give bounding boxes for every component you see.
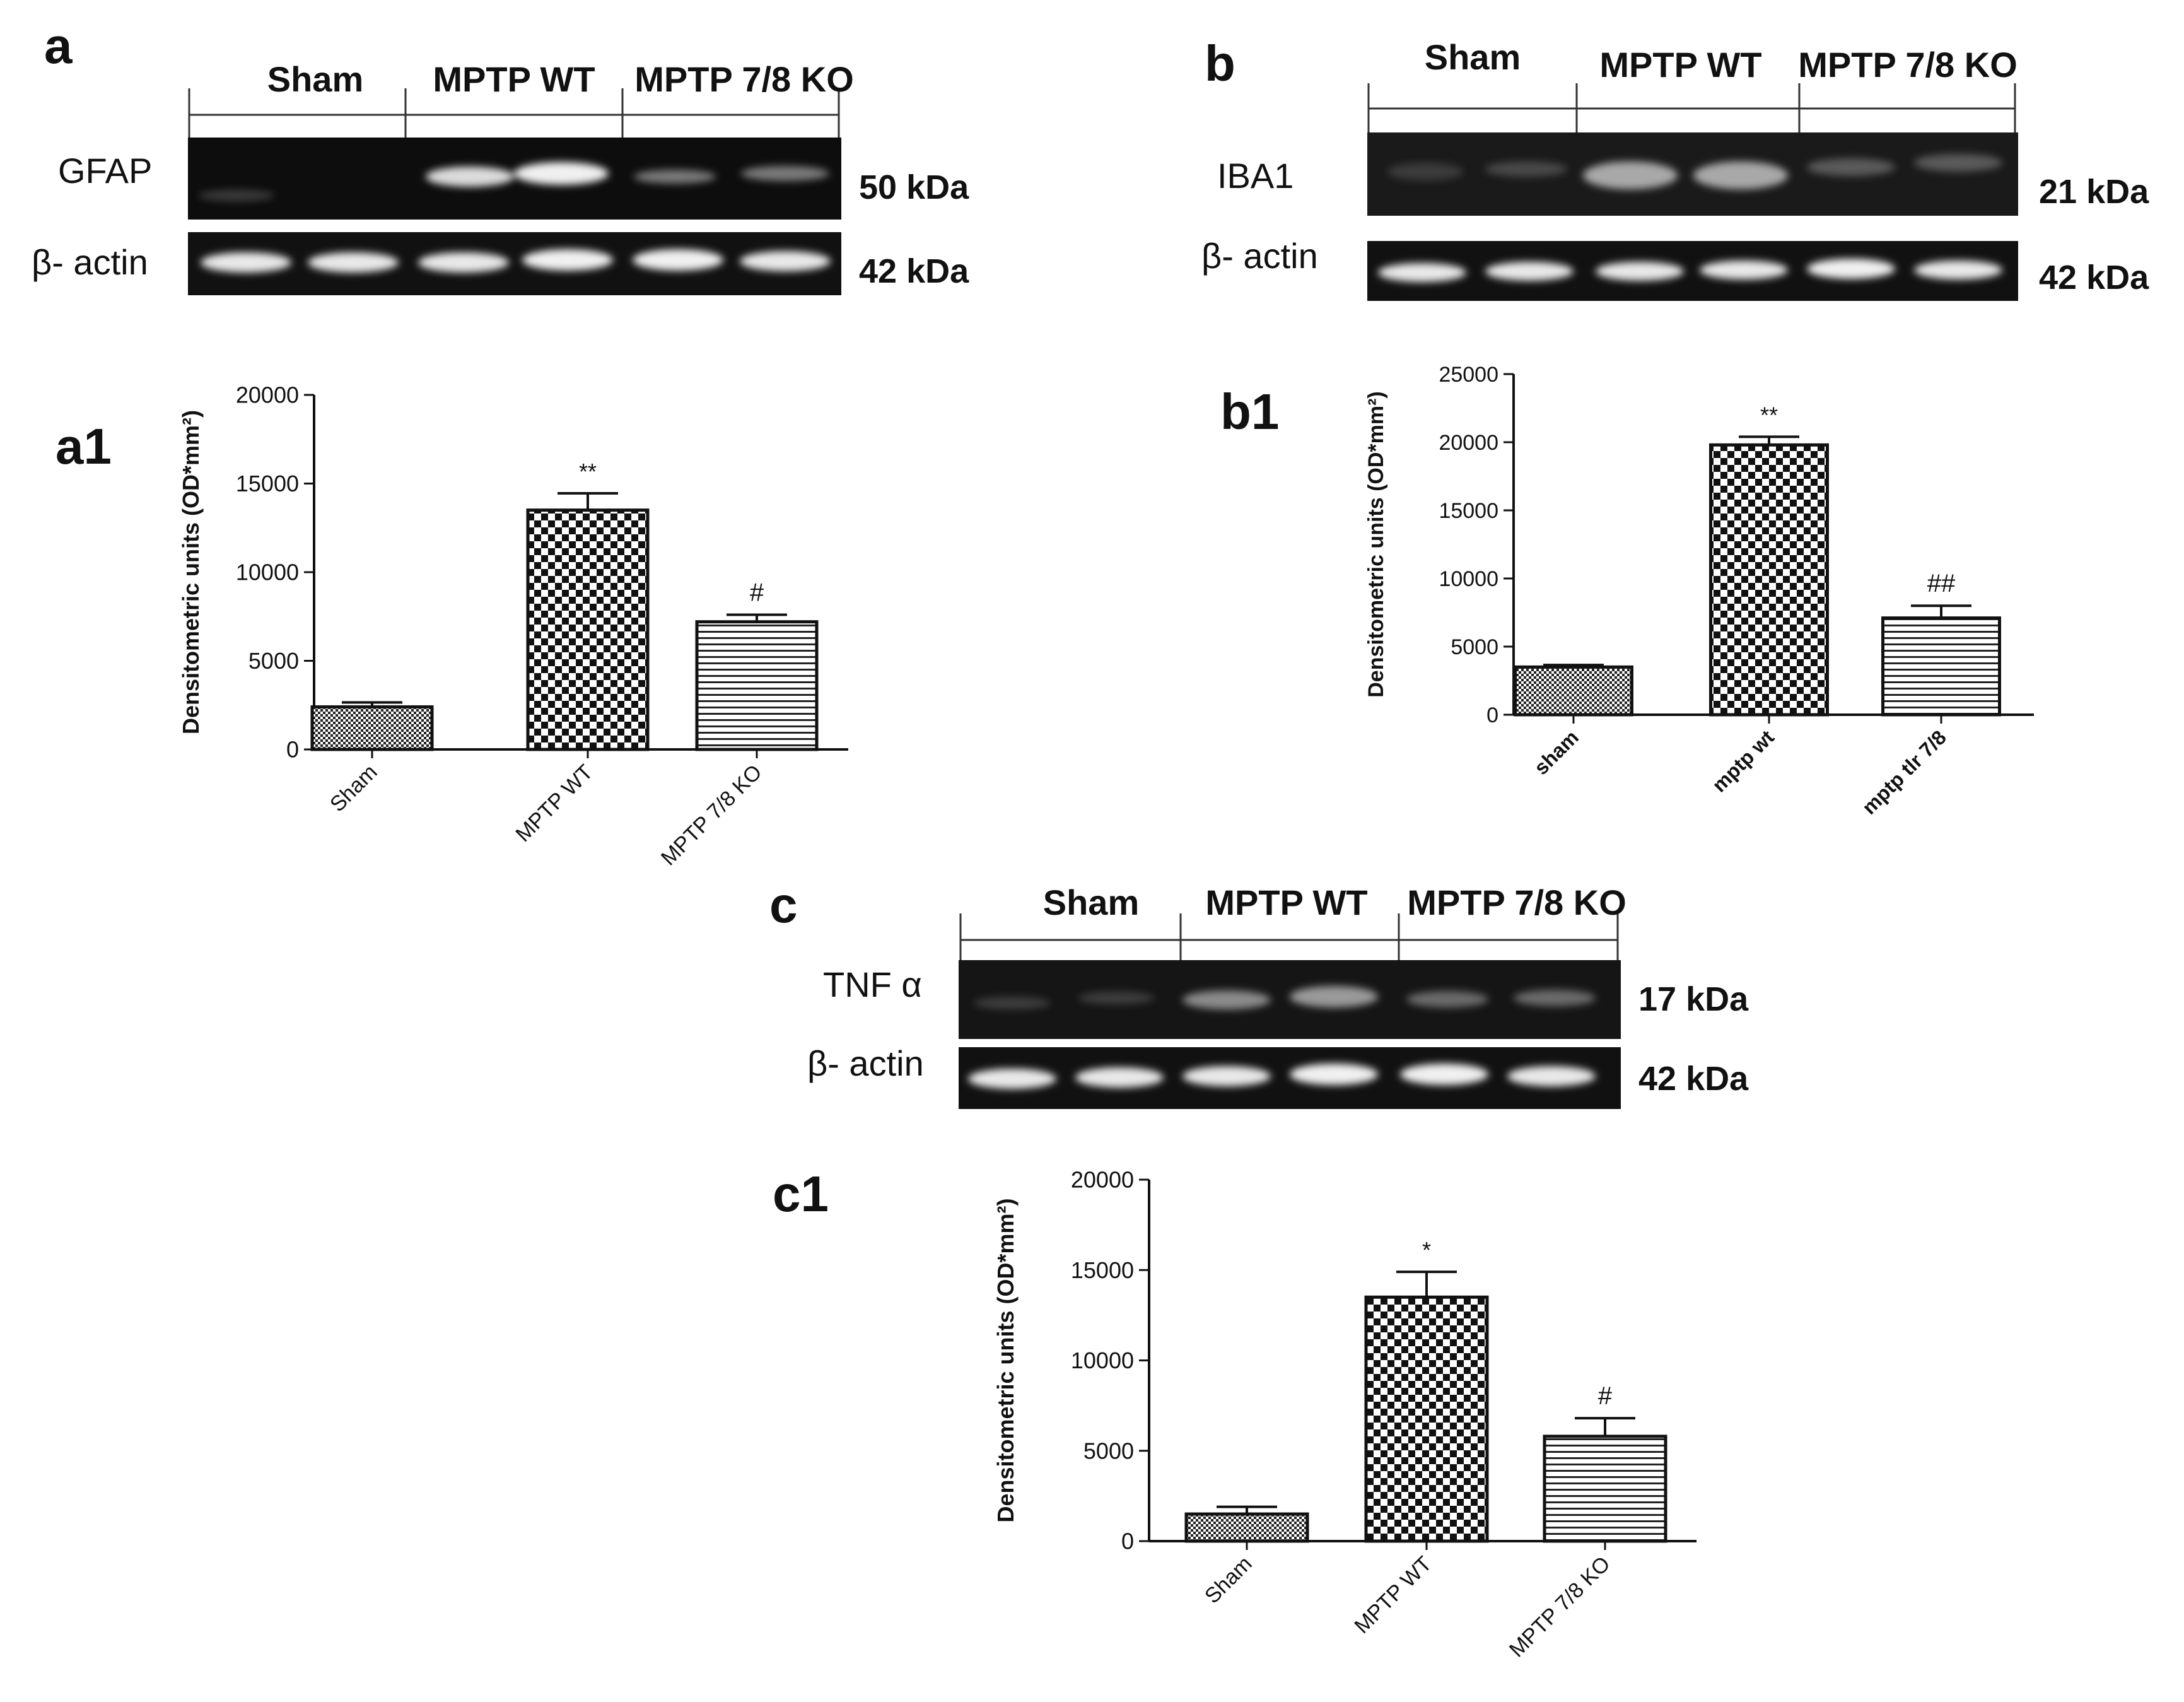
y-tick-label-a1: 10000	[236, 560, 299, 585]
group-label-a-mptp-ko: MPTP 7/8 KO	[634, 59, 854, 99]
y-tick-label-b1: 25000	[1439, 363, 1498, 387]
blot-gfap-bands	[199, 162, 829, 201]
bar-a1-2	[695, 620, 819, 751]
bar-a1-1	[526, 508, 650, 751]
blot-label-gfap: GFAP	[58, 151, 152, 191]
group-label-a-mptp-wt: MPTP WT	[433, 59, 595, 99]
y-tick-label-b1: 10000	[1439, 567, 1498, 591]
bar-c1-2	[1543, 1435, 1667, 1543]
panel-label-c: c	[769, 877, 798, 933]
kda-actin-b: 42 kDa	[2039, 259, 2149, 296]
y-tick-label-b1: 20000	[1439, 431, 1498, 455]
blot-iba1	[1367, 132, 2018, 216]
chart-a1: 0 5000 10000 15000 20000 Densitometric units …	[178, 382, 848, 871]
band-gfap-5	[634, 170, 716, 184]
y-tick-label-c1: 10000	[1071, 1347, 1134, 1373]
significance-b1-1: **	[1760, 402, 1778, 428]
x-tick-label-c1: MPTP WT	[1350, 1552, 1436, 1638]
x-tick-label-b1: sham	[1529, 725, 1583, 779]
bar-a1-0	[310, 705, 434, 751]
significance-b1-2: ##	[1927, 570, 1956, 597]
blot-actin-c-bands	[968, 1064, 1596, 1089]
chart-b1: 0 5000 10000 15000 20000 25000 Densitometric u…	[1364, 363, 2034, 819]
x-tick-label-a1: Sham	[325, 760, 382, 817]
bar-b1-2	[1881, 616, 2001, 717]
y-tick-label-b1: 15000	[1439, 499, 1498, 523]
actin-label-a: β- actin	[32, 242, 148, 282]
y-tick-label-a1: 0	[286, 737, 299, 763]
blot-tnf-bands	[974, 986, 1596, 1009]
band-gfap-1	[199, 190, 274, 201]
significance-c1-1: *	[1422, 1237, 1431, 1263]
bar-b1-0	[1514, 665, 1633, 717]
x-tick-label-b1: mptp tlr 7/8	[1858, 725, 1951, 818]
kda-gfap: 50 kDa	[859, 168, 969, 206]
panel-a: a Sham MPTP WT MPTP 7/8 KO GFAP 50 kDa β…	[32, 18, 969, 295]
y-tick-label-a1: 5000	[248, 648, 299, 674]
blot-actin-b-bands	[1378, 259, 2002, 282]
y-axis-label-c1: Densitometric units (OD*mm²)	[993, 1198, 1019, 1522]
panel-c: c Sham MPTP WT MPTP 7/8 KO TNF α 17 kDa …	[769, 877, 1749, 1109]
y-tick-label-a1: 15000	[236, 471, 299, 496]
chart-label-c1: c1	[773, 1166, 829, 1222]
significance-a1-1: **	[579, 459, 597, 484]
group-label-b-mptp-wt: MPTP WT	[1599, 45, 1761, 85]
blot-iba1-bands	[1387, 154, 2002, 189]
y-tick-label-c1: 20000	[1071, 1167, 1134, 1193]
panel-b: b Sham MPTP WT MPTP 7/8 KO IBA1 21 kDa β…	[1201, 35, 2149, 301]
x-tick-label-c1: Sham	[1200, 1552, 1257, 1609]
x-tick-label-a1: MPTP WT	[511, 760, 597, 847]
y-axis-label-a1: Densitometric units (OD*mm²)	[178, 410, 204, 734]
actin-label-c: β- actin	[807, 1043, 924, 1083]
blot-actin-b	[1367, 241, 2018, 301]
x-tick-label-a1: MPTP 7/8 KO	[657, 760, 767, 871]
y-tick-label-b1: 0	[1486, 703, 1498, 727]
group-label-c-mptp-ko: MPTP 7/8 KO	[1407, 883, 1626, 922]
kda-actin-a: 42 kDa	[859, 252, 969, 290]
blot-label-tnf: TNF α	[823, 965, 922, 1004]
group-label-c-mptp-wt: MPTP WT	[1205, 883, 1367, 922]
y-tick-label-c1: 5000	[1083, 1438, 1134, 1464]
y-axis-label-b1: Densitometric units (OD*mm²)	[1364, 391, 1388, 698]
significance-c1-2: #	[1598, 1382, 1613, 1410]
blot-gfap	[188, 138, 841, 220]
bar-b1-1	[1709, 443, 1829, 717]
band-gfap-3	[426, 167, 514, 187]
actin-label-b: β- actin	[1201, 236, 1318, 276]
group-label-b-sham: Sham	[1425, 37, 1521, 77]
blot-actin-a	[188, 232, 841, 295]
blot-tnf	[959, 960, 1621, 1039]
kda-tnf: 17 kDa	[1638, 980, 1749, 1018]
x-tick-label-b1: mptp wt	[1708, 725, 1778, 796]
group-label-c-sham: Sham	[1043, 883, 1140, 922]
panel-label-b: b	[1205, 35, 1235, 91]
group-label-b-mptp-ko: MPTP 7/8 KO	[1798, 45, 2018, 85]
significance-a1-2: #	[750, 578, 764, 606]
kda-actin-c: 42 kDa	[1638, 1060, 1749, 1098]
y-tick-label-c1: 0	[1121, 1529, 1134, 1554]
chart-c1: 0 5000 10000 15000 20000 Densitometric units …	[993, 1167, 1696, 1662]
group-label-a-sham: Sham	[267, 59, 364, 99]
band-gfap-4	[514, 162, 609, 185]
blot-actin-a-bands	[201, 249, 831, 273]
chart-label-b1: b1	[1220, 384, 1279, 440]
blot-label-iba1: IBA1	[1217, 156, 1293, 196]
x-tick-label-c1: MPTP 7/8 KO	[1505, 1552, 1615, 1662]
kda-iba1: 21 kDa	[2039, 173, 2149, 211]
y-tick-label-b1: 5000	[1451, 635, 1498, 659]
chart-label-a1: a1	[55, 418, 112, 474]
band-gfap-6	[741, 166, 829, 181]
y-tick-label-a1: 20000	[236, 382, 299, 408]
y-tick-label-c1: 15000	[1071, 1257, 1134, 1283]
panel-label-a: a	[44, 18, 73, 74]
bar-c1-1	[1364, 1295, 1489, 1543]
bar-c1-0	[1184, 1512, 1309, 1543]
